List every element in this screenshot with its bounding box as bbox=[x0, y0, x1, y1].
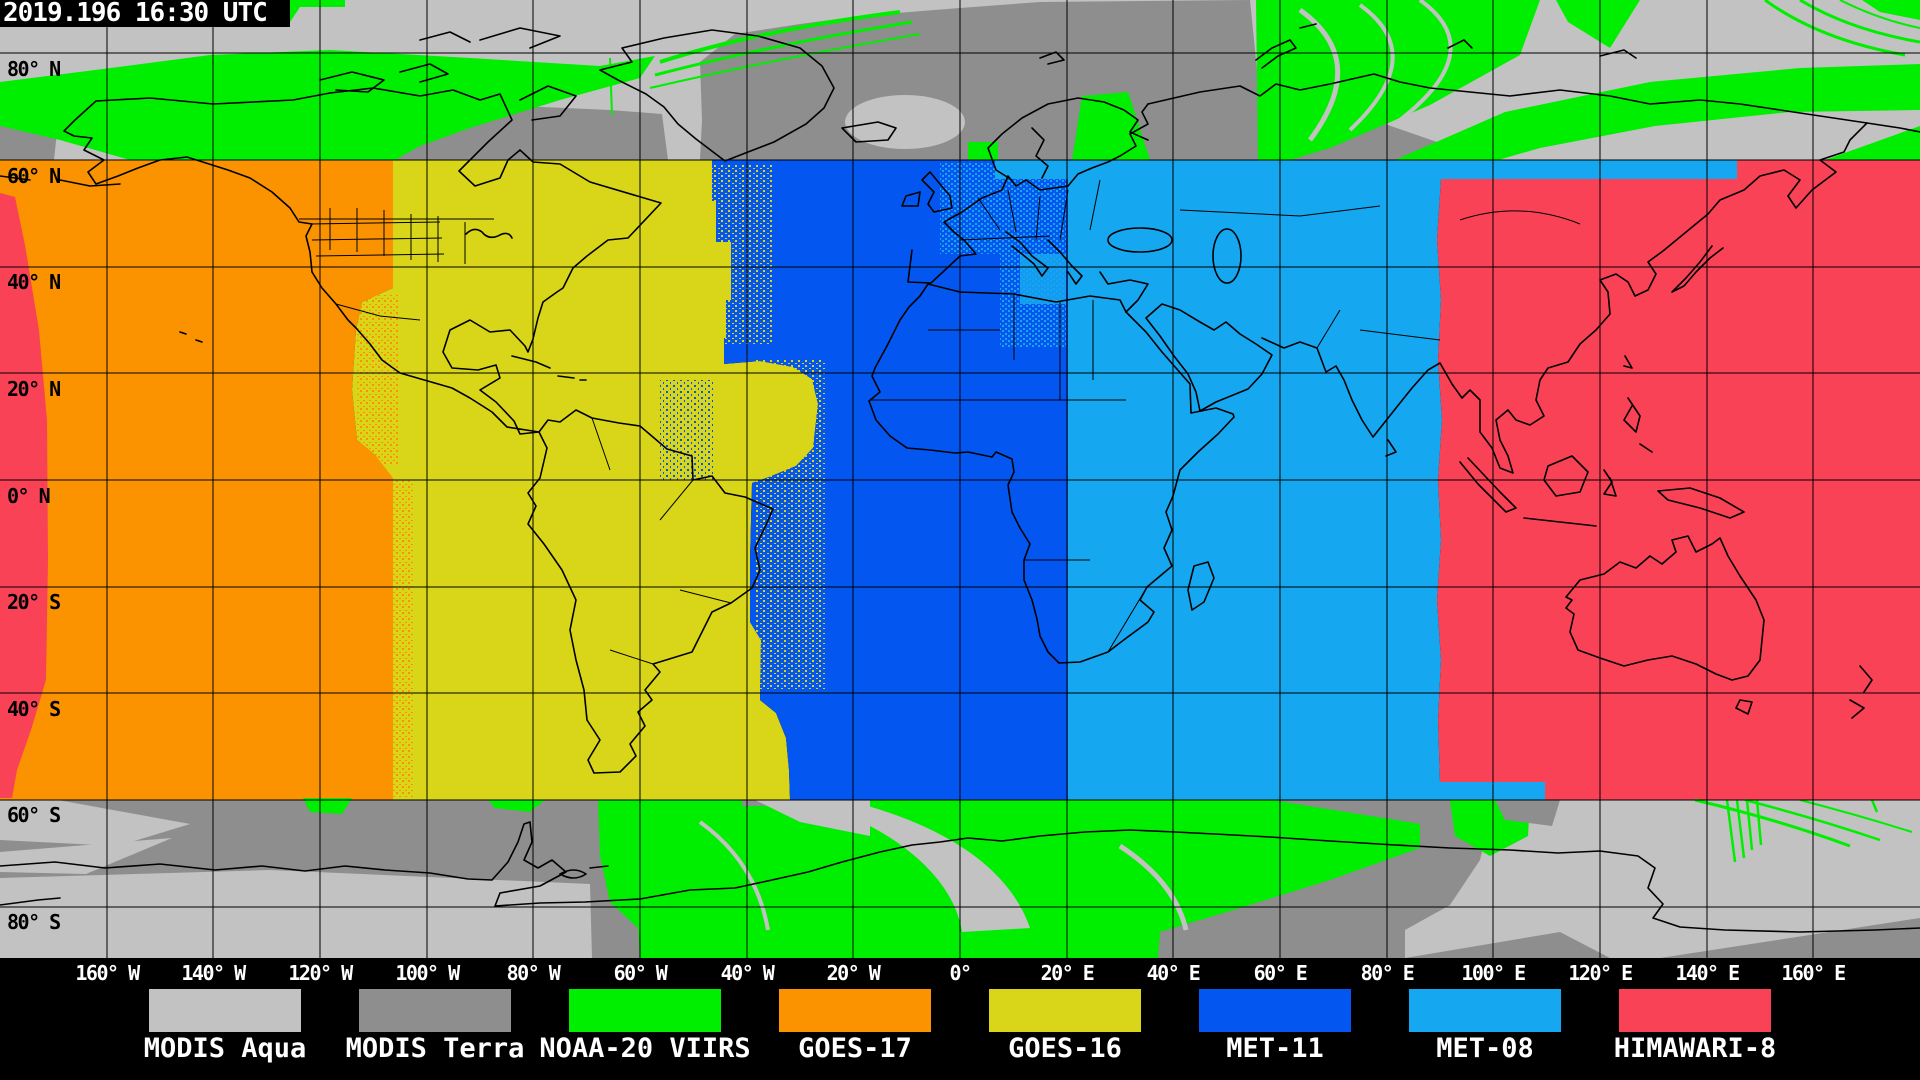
lat-label-20s: 20° S bbox=[7, 590, 60, 614]
timestamp-background bbox=[0, 0, 290, 27]
lon-label-20w: 20° W bbox=[827, 961, 882, 985]
lon-label-60w: 60° W bbox=[614, 961, 669, 985]
latitude-labels: 80° N 60° N 40° N 20° N 0° N 20° S 40° S… bbox=[7, 57, 62, 934]
lat-label-60n: 60° N bbox=[7, 164, 60, 188]
lon-label-100e: 100° E bbox=[1461, 961, 1525, 985]
legend-item-goes-17: GOES-17 bbox=[779, 989, 931, 1064]
legend-label-modis-terra: MODIS Terra bbox=[346, 1033, 525, 1064]
legend-label-modis-aqua: MODIS Aqua bbox=[144, 1033, 307, 1064]
lon-label-80e: 80° E bbox=[1361, 961, 1414, 985]
legend-label-goes-16: GOES-16 bbox=[1008, 1033, 1122, 1064]
graticule-parallels bbox=[0, 52, 1920, 908]
legend-swatch-modis-terra bbox=[359, 989, 511, 1032]
north-cap-aqua-gap bbox=[845, 95, 965, 149]
band-himawari-8-wrap bbox=[0, 193, 48, 798]
legend-item-met-08: MET-08 bbox=[1409, 989, 1561, 1064]
legend-label-noaa-20-viirs: NOAA-20 VIIRS bbox=[539, 1033, 750, 1064]
legend-label-met-08: MET-08 bbox=[1436, 1033, 1534, 1064]
lon-label-40w: 40° W bbox=[721, 961, 776, 985]
lon-label-140e: 140° E bbox=[1675, 961, 1739, 985]
lat-label-0n: 0° N bbox=[7, 484, 50, 508]
lon-label-0: 0° bbox=[949, 961, 970, 985]
lat-label-80s: 80° S bbox=[7, 910, 60, 934]
lon-label-160e: 160° E bbox=[1781, 961, 1845, 985]
legend-item-modis-terra: MODIS Terra bbox=[346, 989, 525, 1064]
legend-label-goes-17: GOES-17 bbox=[798, 1033, 912, 1064]
legend-item-noaa-20-viirs: NOAA-20 VIIRS bbox=[539, 989, 751, 1064]
coastlines bbox=[0, 23, 1920, 933]
lat-label-40n: 40° N bbox=[7, 270, 60, 294]
legend-label-met-11: MET-11 bbox=[1226, 1033, 1324, 1064]
lon-label-120e: 120° E bbox=[1568, 961, 1632, 985]
lon-label-80w: 80° W bbox=[507, 961, 562, 985]
political-borders bbox=[299, 179, 1581, 665]
legend-item-goes-16: GOES-16 bbox=[989, 989, 1141, 1064]
lat-label-20n: 20° N bbox=[7, 377, 60, 401]
legend-swatch-noaa-20-viirs bbox=[569, 989, 721, 1032]
lon-label-140w: 140° W bbox=[181, 961, 247, 985]
lat-label-80n: 80° N bbox=[7, 57, 60, 81]
longitude-labels: 160° W 140° W 120° W 100° W 80° W 60° W … bbox=[75, 961, 1846, 985]
legend-swatch-modis-aqua bbox=[149, 989, 301, 1032]
legend-swatch-himawari-8 bbox=[1619, 989, 1771, 1032]
lon-label-120w: 120° W bbox=[288, 961, 354, 985]
south-cap-aqua-regions bbox=[0, 800, 1920, 958]
legend-item-modis-aqua: MODIS Aqua bbox=[144, 989, 307, 1064]
legend-swatch-goes-17 bbox=[779, 989, 931, 1032]
lon-label-20e: 20° E bbox=[1041, 961, 1094, 985]
lon-label-60e: 60° E bbox=[1254, 961, 1307, 985]
legend-swatch-met-11 bbox=[1199, 989, 1351, 1032]
south-cap-terra-overlays bbox=[1405, 800, 1920, 958]
legend-swatch-met-08 bbox=[1409, 989, 1561, 1032]
lon-label-100w: 100° W bbox=[395, 961, 461, 985]
lat-label-60s: 60° S bbox=[7, 803, 60, 827]
legend-item-himawari-8: HIMAWARI-8 bbox=[1614, 989, 1777, 1064]
legend-item-met-11: MET-11 bbox=[1199, 989, 1351, 1064]
graticule bbox=[0, 52, 1920, 908]
legend-label-himawari-8: HIMAWARI-8 bbox=[1614, 1033, 1777, 1064]
timestamp: 2019.196 16:30 UTC bbox=[0, 0, 290, 28]
lon-label-160w: 160° W bbox=[75, 961, 141, 985]
south-cap-viirs-swaths bbox=[303, 798, 1913, 958]
lon-label-40e: 40° E bbox=[1147, 961, 1200, 985]
lat-label-40s: 40° S bbox=[7, 697, 60, 721]
legend-swatch-goes-16 bbox=[989, 989, 1141, 1032]
legend: MODIS Aqua MODIS Terra NOAA-20 VIIRS GOE… bbox=[144, 989, 1777, 1064]
timestamp-text: 2019.196 16:30 UTC bbox=[3, 0, 267, 28]
